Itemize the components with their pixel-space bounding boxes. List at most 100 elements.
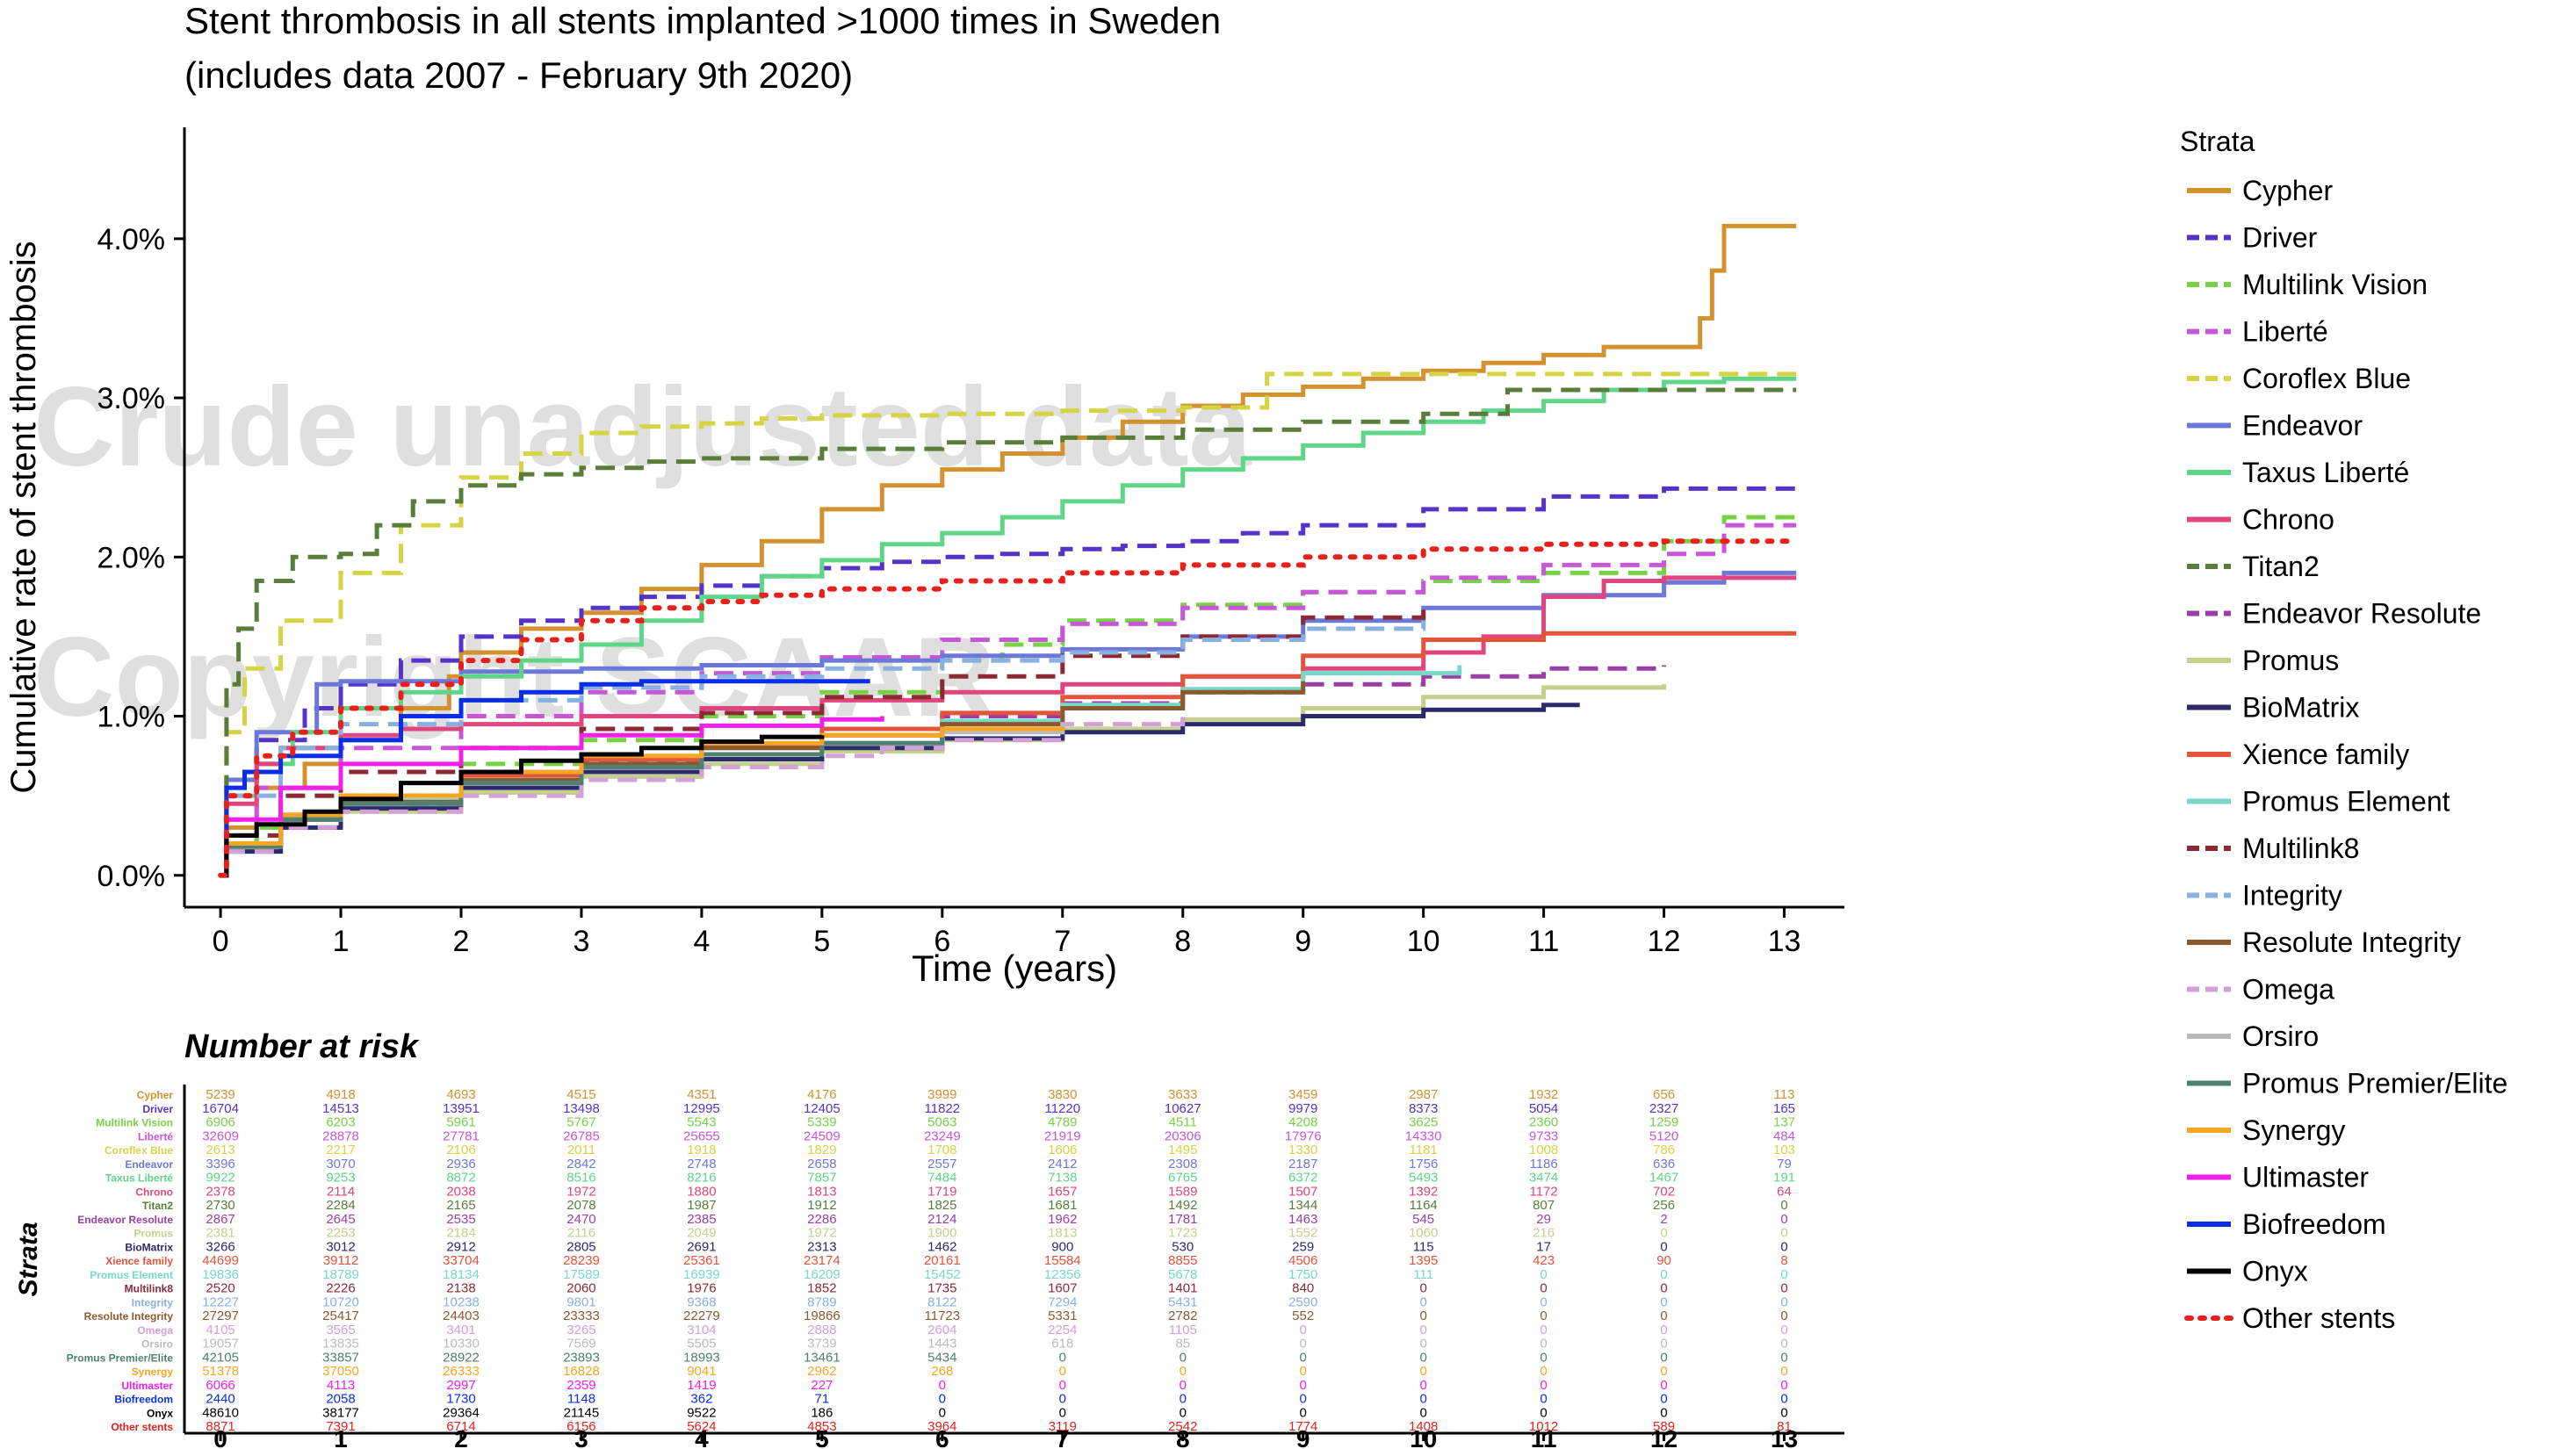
risk-cell: 2645 bbox=[326, 1212, 355, 1227]
risk-cell: 1972 bbox=[566, 1184, 595, 1199]
risk-x-tick-label: 10 bbox=[1410, 1425, 1437, 1449]
risk-cell: 6156 bbox=[566, 1419, 595, 1434]
risk-cell: 16939 bbox=[683, 1267, 720, 1282]
curve-multilink8 bbox=[220, 608, 1426, 878]
risk-cell: 0 bbox=[1540, 1281, 1547, 1296]
risk-cell: 1825 bbox=[927, 1198, 956, 1213]
y-tick-label: 3.0% bbox=[97, 382, 166, 415]
risk-cell: 0 bbox=[1419, 1378, 1426, 1393]
risk-cell: 27781 bbox=[443, 1128, 480, 1143]
risk-cell: 21919 bbox=[1044, 1128, 1081, 1143]
risk-x-tick-label: 4 bbox=[695, 1425, 709, 1449]
risk-cell: 4693 bbox=[446, 1087, 475, 1102]
risk-cell: 1259 bbox=[1649, 1115, 1678, 1130]
risk-cell: 6203 bbox=[326, 1115, 355, 1130]
risk-cell: 2613 bbox=[206, 1143, 235, 1157]
risk-cell: 0 bbox=[1419, 1392, 1426, 1407]
risk-cell: 12227 bbox=[202, 1294, 239, 1309]
risk-x-ticks: 0 1 2 3 4 5 6 7 8 9 10 11 12 13 bbox=[213, 1425, 1798, 1449]
risk-cell: 2805 bbox=[566, 1239, 595, 1254]
risk-cell: 11220 bbox=[1044, 1101, 1080, 1116]
risk-x-tick-label: 2 bbox=[454, 1425, 468, 1449]
risk-cell: 1774 bbox=[1288, 1419, 1317, 1434]
risk-cell: 1008 bbox=[1529, 1143, 1558, 1157]
risk-cell: 256 bbox=[1653, 1198, 1675, 1213]
risk-cell: 2049 bbox=[687, 1226, 716, 1241]
risk-cell: 71 bbox=[815, 1392, 830, 1407]
risk-cell: 0 bbox=[1540, 1364, 1547, 1379]
risk-cell: 2284 bbox=[326, 1198, 355, 1213]
risk-cell: 0 bbox=[1059, 1392, 1066, 1407]
legend: Strata Cypher Driver Multilink Vision Liber… bbox=[2180, 126, 2507, 1334]
risk-cell: 111 bbox=[1413, 1267, 1433, 1282]
risk-cell: 0 bbox=[1180, 1350, 1187, 1365]
risk-cell: 0 bbox=[1780, 1212, 1787, 1227]
risk-cell: 8871 bbox=[206, 1419, 235, 1434]
risk-cell: 2782 bbox=[1168, 1308, 1197, 1323]
risk-cell: 840 bbox=[1292, 1281, 1314, 1296]
risk-cell: 0 bbox=[1300, 1378, 1307, 1393]
risk-row-name: Omega bbox=[137, 1324, 173, 1337]
risk-cell: 0 bbox=[1660, 1350, 1667, 1365]
risk-cell: 0 bbox=[1540, 1350, 1547, 1365]
risk-cell: 15584 bbox=[1044, 1253, 1081, 1268]
risk-cell: 1723 bbox=[1168, 1226, 1197, 1241]
risk-cell: 5493 bbox=[1409, 1171, 1438, 1186]
risk-cell: 259 bbox=[1292, 1239, 1314, 1254]
risk-cell: 17976 bbox=[1285, 1128, 1322, 1143]
risk-cell: 0 bbox=[1780, 1364, 1787, 1379]
risk-cell: 1330 bbox=[1288, 1143, 1317, 1157]
risk-row-name: Titan2 bbox=[142, 1200, 173, 1212]
risk-cell: 5054 bbox=[1529, 1101, 1558, 1116]
risk-cell: 5961 bbox=[446, 1115, 475, 1130]
risk-cell: 1918 bbox=[687, 1143, 716, 1157]
risk-cell: 1606 bbox=[1048, 1143, 1077, 1157]
legend-label: Endeavor Resolute bbox=[2242, 598, 2481, 630]
risk-cell: 0 bbox=[1419, 1337, 1426, 1352]
risk-cell: 16209 bbox=[804, 1267, 841, 1282]
risk-cell: 0 bbox=[939, 1405, 946, 1420]
risk-row-name: Taxus Liberté bbox=[105, 1172, 173, 1185]
risk-cell: 2604 bbox=[927, 1323, 956, 1337]
x-tick-label: 12 bbox=[1648, 925, 1681, 958]
risk-x-tick-label: 11 bbox=[1531, 1425, 1557, 1449]
risk-cell: 1392 bbox=[1409, 1184, 1438, 1199]
risk-row-name: Orsiro bbox=[141, 1338, 173, 1351]
risk-cell: 0 bbox=[1059, 1378, 1066, 1393]
risk-cell: 0 bbox=[1540, 1308, 1547, 1323]
risk-cell: 5767 bbox=[566, 1115, 595, 1130]
risk-cell: 37050 bbox=[322, 1364, 359, 1379]
legend-label: Biofreedom bbox=[2242, 1208, 2386, 1240]
legend-label: Xience family bbox=[2242, 739, 2409, 770]
risk-cell: 0 bbox=[1660, 1294, 1667, 1309]
survival-curves bbox=[218, 223, 1800, 878]
x-tick-label: 6 bbox=[934, 925, 950, 958]
risk-cell: 51378 bbox=[202, 1364, 239, 1379]
risk-cell: 9801 bbox=[566, 1294, 595, 1309]
risk-cell: 12356 bbox=[1044, 1267, 1081, 1282]
risk-row-name: Promus bbox=[133, 1228, 173, 1240]
risk-cell: 8789 bbox=[807, 1294, 836, 1309]
risk-cell: 8855 bbox=[1168, 1253, 1197, 1268]
risk-cell: 1408 bbox=[1409, 1419, 1438, 1434]
risk-cell: 15452 bbox=[924, 1267, 961, 1282]
y-tick-label: 4.0% bbox=[97, 223, 166, 256]
risk-cell: 0 bbox=[1180, 1405, 1187, 1420]
risk-cell: 2962 bbox=[807, 1364, 836, 1379]
risk-cell: 900 bbox=[1051, 1239, 1073, 1254]
risk-cell: 165 bbox=[1773, 1101, 1795, 1116]
risk-cell: 9733 bbox=[1529, 1128, 1558, 1143]
risk-cell: 23174 bbox=[804, 1253, 841, 1268]
risk-cell: 2440 bbox=[206, 1392, 235, 1407]
risk-cell: 0 bbox=[1660, 1267, 1667, 1282]
risk-cell: 1181 bbox=[1410, 1143, 1438, 1157]
legend-label: Cypher bbox=[2242, 175, 2334, 206]
risk-cell: 1932 bbox=[1529, 1087, 1558, 1102]
risk-cell: 0 bbox=[1300, 1364, 1307, 1379]
risk-cell: 3999 bbox=[927, 1087, 956, 1102]
risk-row-names: Cypher Driver Multilink VisionLibertéCorof… bbox=[67, 1089, 174, 1433]
risk-x-tick-label: 3 bbox=[574, 1425, 588, 1449]
risk-cell: 0 bbox=[1540, 1323, 1547, 1337]
legend-label: Omega bbox=[2242, 974, 2334, 1006]
risk-cell: 0 bbox=[1540, 1267, 1547, 1282]
